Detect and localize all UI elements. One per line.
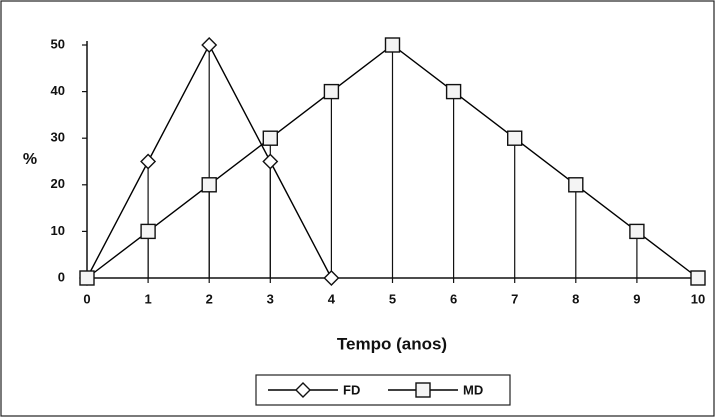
- marker-square: [507, 130, 523, 146]
- marker-square: [445, 83, 462, 100]
- marker-square: [201, 177, 217, 193]
- marker-square: [568, 177, 584, 193]
- marker-square: [384, 37, 401, 53]
- legend-marker: [295, 382, 311, 398]
- y-tick-label: 30: [51, 130, 65, 145]
- x-tick-label: 4: [328, 291, 336, 306]
- marker-diamond: [201, 37, 218, 53]
- x-tick-label: 5: [389, 291, 396, 306]
- legend-label: MD: [463, 382, 483, 397]
- x-tick-label: 7: [511, 291, 518, 306]
- marker-square: [140, 223, 156, 240]
- marker-square: [79, 270, 95, 286]
- x-tick-label: 2: [206, 291, 213, 306]
- x-tick-label: 3: [267, 291, 274, 306]
- marker-square: [690, 270, 706, 286]
- x-tick-label: 1: [144, 291, 151, 306]
- y-axis-label: %: [23, 151, 37, 168]
- y-tick-label: 20: [51, 176, 65, 191]
- x-tick-label: 9: [633, 291, 640, 306]
- x-tick-label: 0: [83, 291, 90, 306]
- marker-square: [629, 223, 645, 240]
- marker-diamond: [262, 153, 279, 170]
- y-tick-label: 50: [51, 36, 65, 51]
- x-axis-label: Tempo (anos): [337, 334, 447, 353]
- y-tick-label: 10: [51, 223, 65, 238]
- legend-label: FD: [343, 382, 360, 397]
- marker-square: [262, 130, 278, 146]
- marker-diamond: [323, 270, 340, 286]
- y-tick-label: 0: [58, 269, 65, 284]
- marker-diamond: [140, 153, 157, 170]
- legend-marker: [415, 382, 431, 398]
- x-tick-label: 10: [691, 291, 705, 306]
- y-tick-label: 40: [51, 83, 65, 98]
- x-tick-label: 6: [450, 291, 457, 306]
- marker-square: [323, 83, 340, 100]
- x-tick-label: 8: [572, 291, 579, 306]
